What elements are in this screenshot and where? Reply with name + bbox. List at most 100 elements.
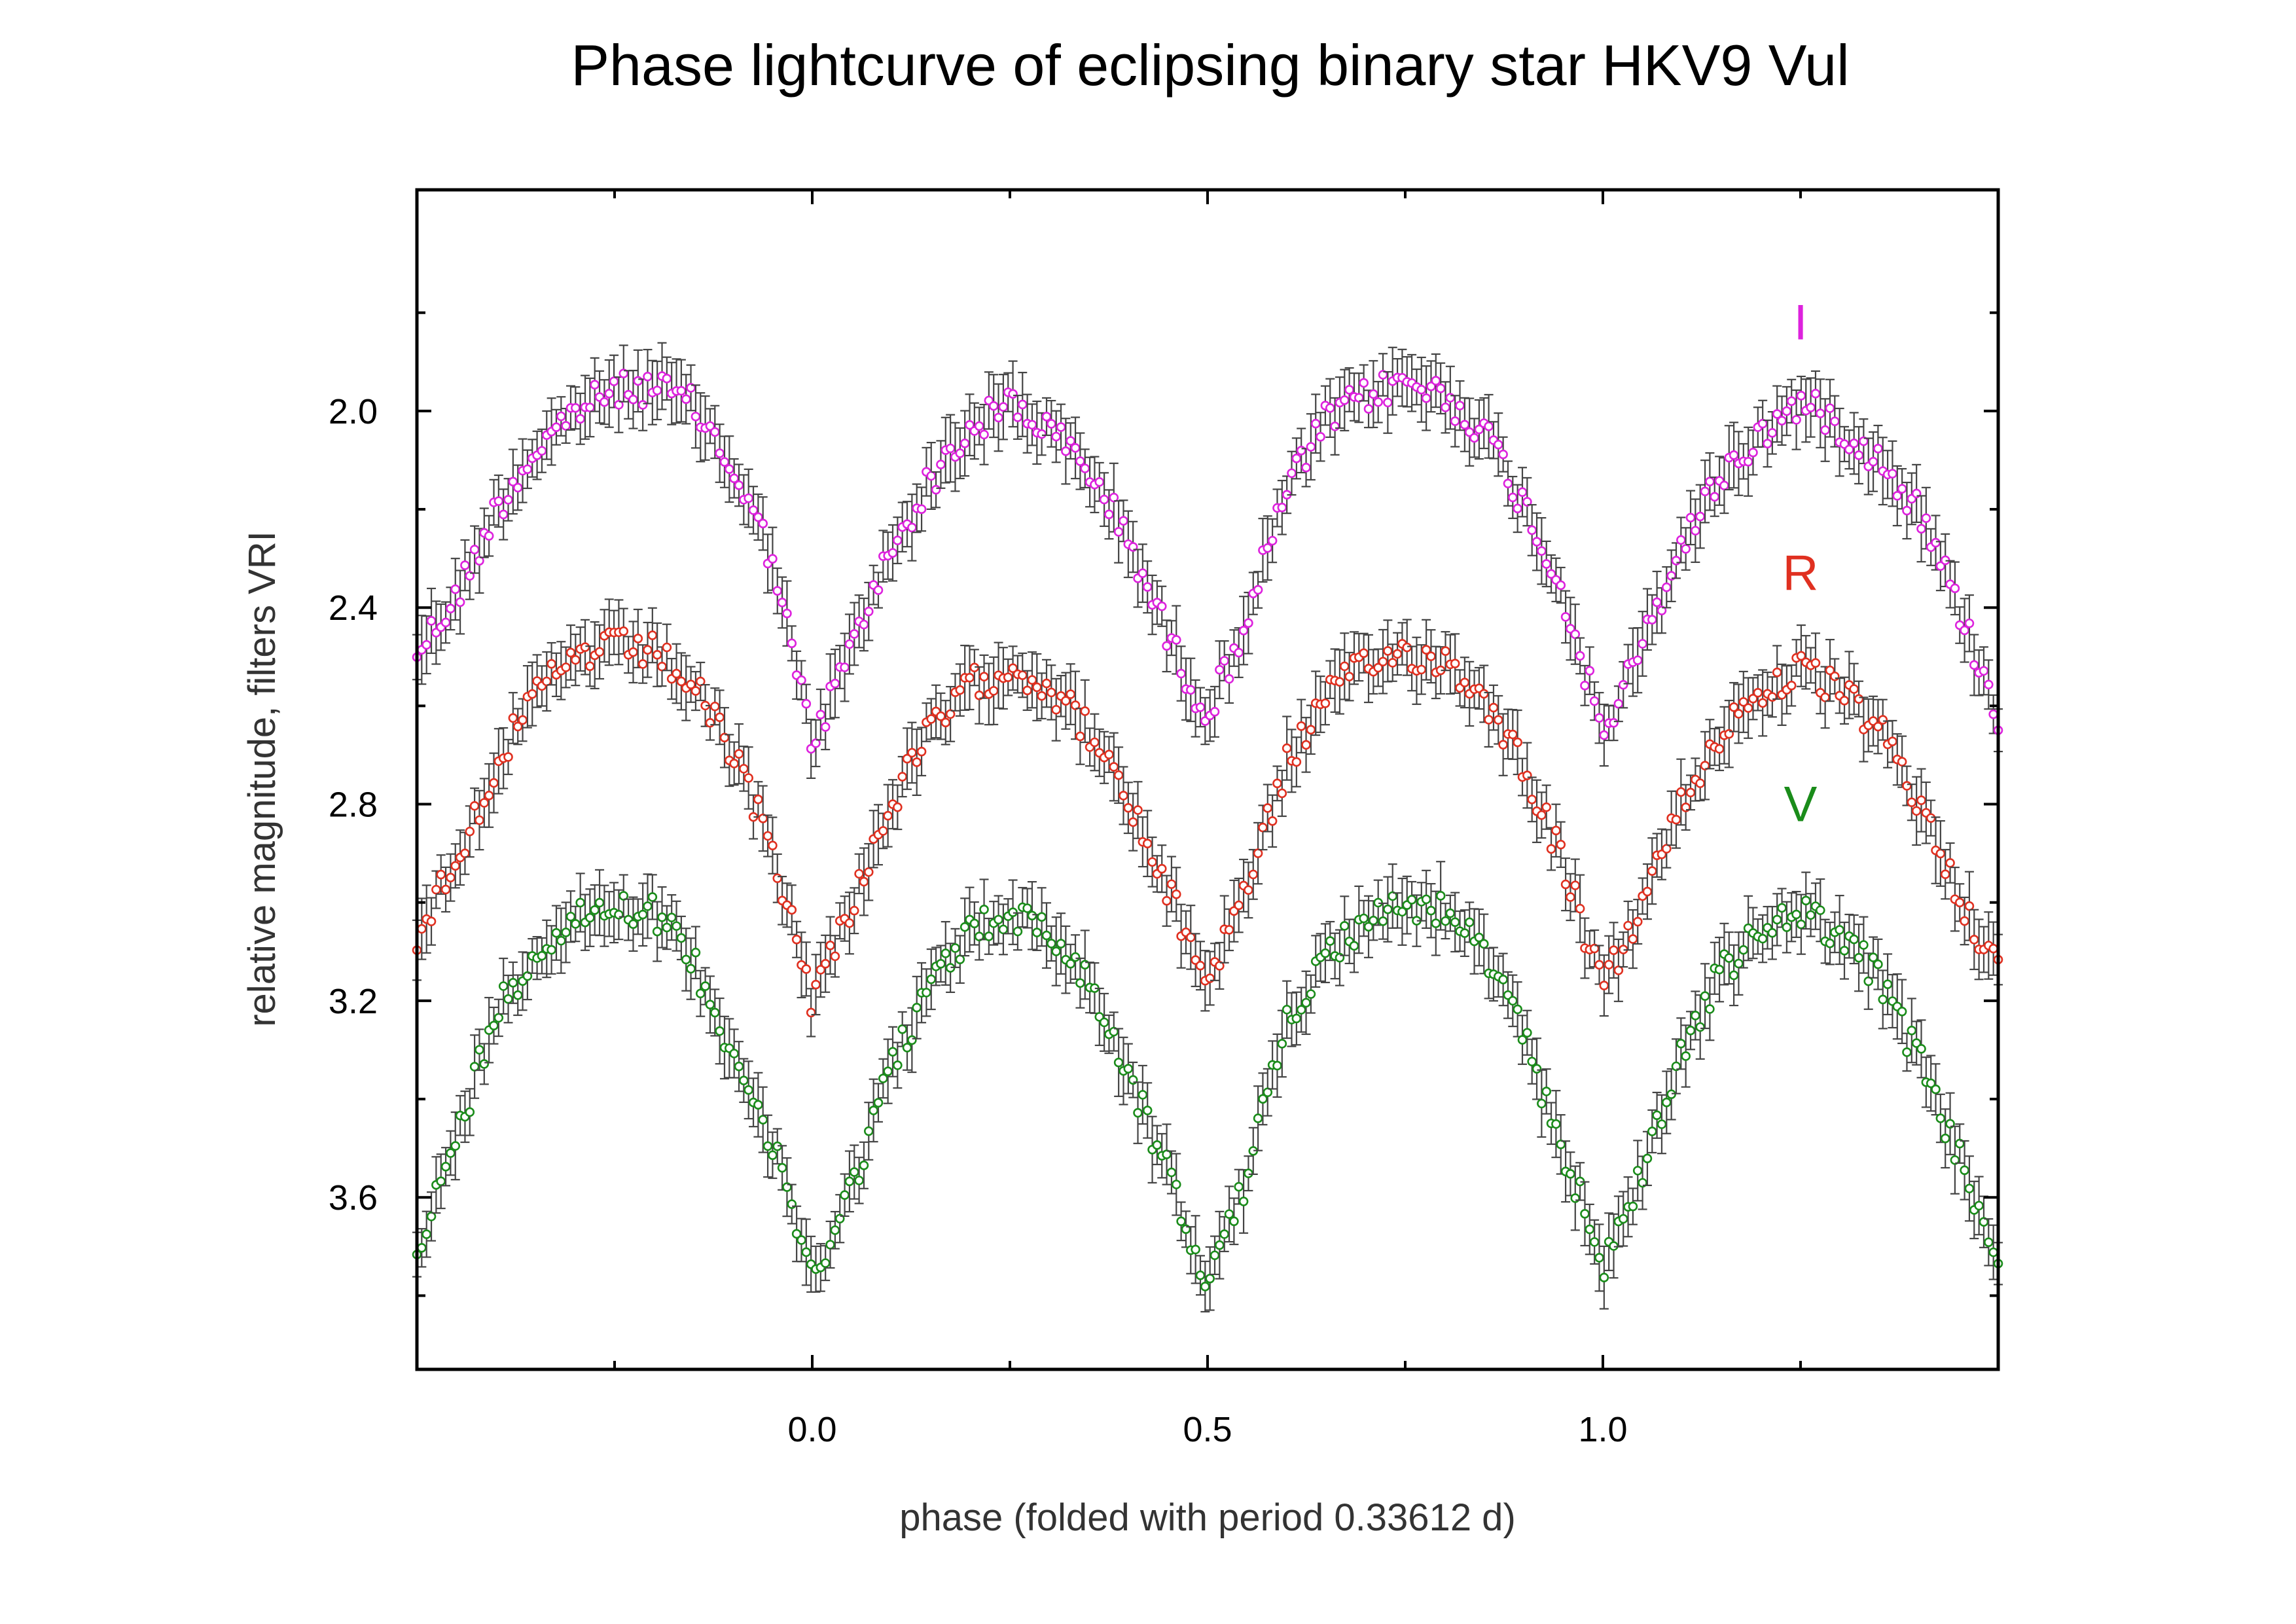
data-point: [1421, 393, 1431, 403]
data-point: [1460, 677, 1470, 687]
data-point: [1090, 737, 1100, 748]
data-point: [1378, 916, 1388, 926]
data-point: [883, 810, 893, 821]
data-point: [1888, 736, 1897, 747]
data-point: [1402, 642, 1412, 653]
data-point: [672, 921, 681, 931]
data-point: [647, 892, 658, 902]
data-point: [1796, 919, 1806, 929]
data-point: [1397, 907, 1407, 917]
data-point: [1450, 917, 1460, 928]
data-point: [1296, 1005, 1306, 1015]
data-point: [1613, 965, 1624, 975]
data-point: [1984, 679, 1994, 690]
data-point: [1498, 740, 1508, 749]
data-point: [1556, 580, 1566, 590]
data-point: [1662, 1097, 1672, 1108]
data-point: [1191, 1244, 1200, 1255]
data-point: [1642, 886, 1653, 897]
data-point: [1104, 749, 1114, 759]
data-point: [1133, 805, 1143, 815]
data-point: [1008, 389, 1018, 399]
data-point: [1575, 651, 1585, 661]
data-point: [1142, 1106, 1153, 1115]
data-point: [1911, 806, 1922, 816]
data-point: [1070, 700, 1081, 710]
data-point: [1897, 757, 1907, 767]
data-point: [571, 655, 581, 665]
data-point: [556, 935, 566, 946]
data-point: [1902, 781, 1912, 791]
data-point: [907, 748, 917, 758]
data-point: [1791, 415, 1801, 425]
data-point: [1671, 1061, 1681, 1072]
data-point: [1734, 958, 1744, 969]
data-point: [1753, 688, 1763, 698]
data-point: [1272, 1060, 1282, 1071]
data-point: [863, 867, 874, 877]
data-point: [1878, 715, 1888, 725]
data-point: [1676, 1039, 1686, 1049]
data-point: [585, 403, 595, 412]
data-point: [1363, 404, 1374, 414]
data-point: [450, 1141, 461, 1151]
data-point: [1498, 449, 1508, 460]
data-point: [1945, 858, 1955, 868]
data-point: [484, 791, 494, 801]
data-point: [1272, 778, 1282, 789]
data-point: [1282, 1005, 1292, 1015]
data-point: [797, 675, 806, 685]
data-point: [1113, 527, 1124, 537]
data-point: [1244, 1168, 1253, 1178]
data-point: [1695, 778, 1706, 788]
data-point: [1700, 486, 1710, 497]
data-point: [657, 661, 667, 672]
data-point: [734, 749, 744, 759]
data-point: [1421, 645, 1431, 655]
data-point: [1047, 419, 1056, 429]
data-point: [916, 746, 927, 757]
data-point: [1041, 412, 1052, 422]
data-point: [1205, 1273, 1215, 1284]
data-point: [811, 738, 821, 748]
data-point: [1868, 457, 1878, 467]
data-point: [816, 710, 826, 720]
data-point: [1344, 385, 1354, 395]
data-point: [758, 814, 768, 823]
data-point: [1546, 844, 1556, 854]
data-point: [1642, 1153, 1653, 1164]
data-point: [1041, 930, 1052, 941]
data-point: [503, 752, 513, 762]
data-point: [1162, 641, 1172, 651]
data-point: [1301, 463, 1311, 473]
data-point: [1638, 639, 1647, 649]
data-point: [1037, 691, 1047, 701]
data-point: [1863, 976, 1874, 986]
data-point: [1652, 1110, 1662, 1121]
data-point: [859, 619, 869, 630]
data-point: [1378, 370, 1388, 380]
data-point: [446, 873, 456, 882]
data-point: [1484, 715, 1494, 725]
data-point: [628, 647, 638, 657]
data-point: [1916, 524, 1926, 534]
data-point: [1195, 1271, 1206, 1280]
data-point: [1301, 998, 1311, 1008]
data-point: [1185, 932, 1196, 943]
data-point: [469, 545, 480, 554]
data-point: [1027, 420, 1037, 430]
data-point: [561, 928, 571, 937]
data-point: [594, 897, 605, 908]
data-point: [422, 640, 431, 650]
data-point: [1359, 913, 1369, 924]
data-point: [1964, 618, 1975, 628]
data-point: [440, 884, 451, 895]
data-point: [729, 473, 739, 484]
data-point: [1719, 480, 1729, 491]
x-tick-label: 0.0: [787, 1410, 836, 1449]
data-point: [873, 585, 884, 595]
data-point: [633, 634, 643, 643]
data-point: [1685, 513, 1696, 523]
data-point: [1349, 941, 1359, 951]
data-point: [657, 912, 667, 922]
